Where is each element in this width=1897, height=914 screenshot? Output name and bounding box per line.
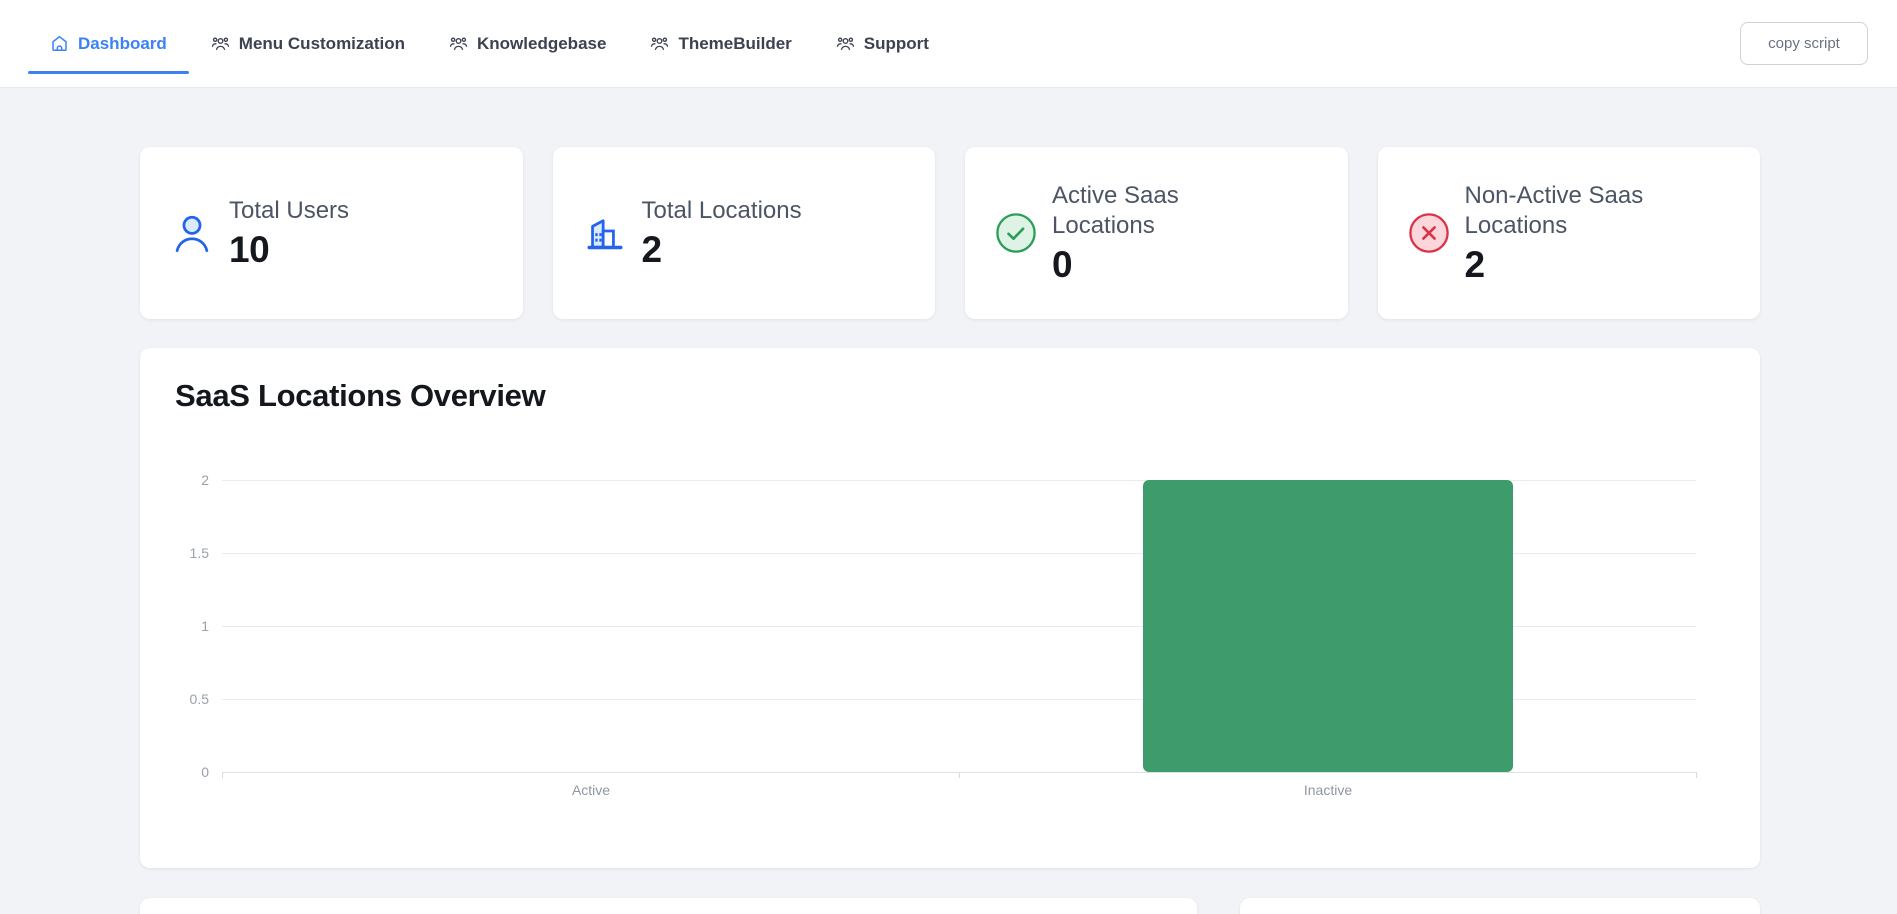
- top-navbar: Dashboard Menu Customization Knowled: [0, 0, 1897, 88]
- stat-value: 10: [229, 228, 270, 270]
- stat-title: Active Saas Locations: [1052, 182, 1179, 239]
- bottom-card-right: [1240, 898, 1760, 914]
- stat-value: 2: [641, 228, 663, 270]
- gridline: [222, 699, 1696, 700]
- users-icon: [836, 34, 855, 53]
- stat-text: Non-Active Saas Locations 2: [1465, 181, 1680, 285]
- tab-label: Dashboard: [78, 33, 167, 53]
- axis-tick: [1696, 772, 1697, 778]
- y-axis-label: 1: [201, 618, 209, 634]
- x-axis-label: Inactive: [1303, 782, 1353, 798]
- axis-tick: [222, 772, 223, 778]
- tab-themebuilder[interactable]: ThemeBuilder: [628, 0, 813, 87]
- gridline: [222, 480, 1696, 481]
- stat-card-active-saas-locations: Active Saas Locations 0: [965, 147, 1348, 319]
- stat-title: Total Locations: [641, 196, 802, 224]
- nav-tabs: Dashboard Menu Customization Knowled: [28, 0, 951, 87]
- tab-menu-customization[interactable]: Menu Customization: [189, 0, 427, 87]
- tab-support[interactable]: Support: [814, 0, 951, 87]
- users-icon: [211, 34, 230, 53]
- tab-label: Knowledgebase: [477, 33, 607, 53]
- stat-title: Non-Active Saas Locations: [1464, 182, 1644, 239]
- y-axis-label: 1.5: [189, 545, 209, 561]
- check-circle-icon: [995, 212, 1037, 254]
- stat-card-non-active-saas-locations: Non-Active Saas Locations 2: [1377, 147, 1760, 319]
- y-axis-label: 0: [201, 764, 209, 780]
- bar-chart: 0 0.5 1 1.5 2 Active Inactive: [140, 348, 1760, 868]
- stat-title: Total Users: [229, 196, 350, 224]
- tab-label: Support: [863, 33, 929, 53]
- user-icon: [170, 211, 214, 255]
- tab-label: ThemeBuilder: [678, 33, 792, 53]
- tab-label: Menu Customization: [238, 33, 406, 53]
- home-icon: [50, 34, 69, 53]
- x-circle-icon: [1408, 212, 1450, 254]
- x-axis-label: Active: [571, 782, 611, 798]
- axis-tick: [959, 772, 960, 778]
- tab-dashboard[interactable]: Dashboard: [28, 0, 189, 87]
- gridline: [222, 626, 1696, 627]
- bottom-card-left: [140, 898, 1197, 914]
- y-axis-label: 0.5: [189, 691, 209, 707]
- chart-title: SaaS Locations Overview: [175, 378, 546, 413]
- users-icon: [449, 34, 468, 53]
- stat-value: 0: [1052, 243, 1073, 285]
- tab-knowledgebase[interactable]: Knowledgebase: [427, 0, 628, 87]
- stat-text: Total Locations 2: [642, 196, 802, 270]
- stat-value: 2: [1464, 243, 1486, 285]
- copy-script-button[interactable]: copy script: [1740, 22, 1868, 65]
- stats-row: Total Users 10 Total Locations 2: [140, 147, 1760, 319]
- y-axis-label: 2: [201, 472, 209, 488]
- users-icon: [650, 34, 669, 53]
- bar-inactive: [1143, 480, 1513, 772]
- stat-card-total-locations: Total Locations 2: [552, 147, 935, 319]
- building-icon: [583, 211, 627, 255]
- stat-text: Active Saas Locations 0: [1052, 181, 1267, 285]
- stat-text: Total Users 10: [229, 196, 349, 270]
- stat-card-total-users: Total Users 10: [140, 147, 523, 319]
- chart-card: SaaS Locations Overview 0 0.5 1 1.5 2 Active I…: [140, 348, 1760, 868]
- gridline: [222, 553, 1696, 554]
